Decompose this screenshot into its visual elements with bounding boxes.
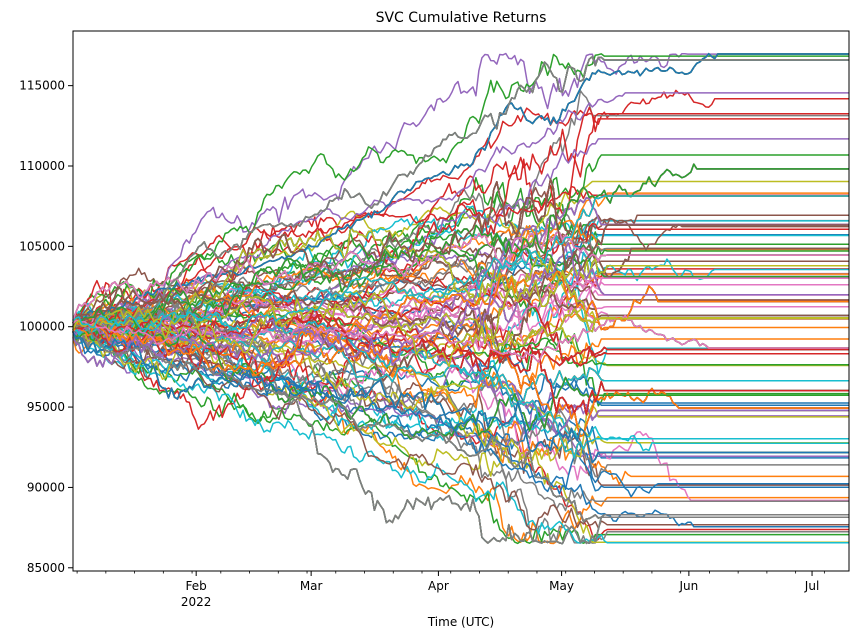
series-line <box>72 296 849 351</box>
series-line <box>72 53 849 341</box>
x-tick-sublabel: 2022 <box>181 595 212 609</box>
series-line <box>72 325 849 545</box>
series-line <box>72 287 849 336</box>
y-tick-label: 110000 <box>19 159 65 173</box>
series-line <box>72 320 849 425</box>
series-line <box>72 313 849 367</box>
series-line <box>72 92 849 334</box>
series-line <box>72 163 849 336</box>
series-line <box>72 322 849 458</box>
x-tick-label: Jun <box>678 579 698 593</box>
x-axis: Feb 2022 Mar Apr May Jun Jul <box>76 571 825 609</box>
series-line <box>72 266 849 333</box>
chart-title: SVC Cumulative Returns <box>376 10 547 26</box>
x-tick-label: Mar <box>300 579 323 593</box>
series-line <box>72 271 849 368</box>
series-line <box>72 323 849 478</box>
series-line <box>72 323 849 403</box>
y-axis: 85000 90000 95000 100000 105000 110000 115000 <box>19 79 73 575</box>
series-line <box>72 195 849 332</box>
y-tick-label: 105000 <box>19 239 65 253</box>
series-line <box>72 218 849 327</box>
y-tick-label: 85000 <box>27 561 65 575</box>
series-line <box>72 318 849 440</box>
series-line <box>72 277 849 343</box>
y-tick-label: 95000 <box>27 400 65 414</box>
series-line <box>72 89 849 330</box>
plot-frame <box>72 30 850 572</box>
series-line <box>72 330 849 452</box>
series-line <box>72 178 849 330</box>
series-line <box>72 270 849 377</box>
series-line <box>72 242 849 368</box>
series-line <box>72 55 849 332</box>
series-line <box>72 176 849 319</box>
series-line <box>72 232 849 339</box>
series-line <box>72 228 849 321</box>
series-line <box>72 331 849 464</box>
series-line <box>72 205 849 327</box>
x-tick-label: Feb <box>186 579 207 593</box>
y-tick-label: 90000 <box>27 480 65 494</box>
series-line <box>72 311 849 438</box>
y-tick-label: 100000 <box>19 320 65 334</box>
x-tick-label: Apr <box>428 579 449 593</box>
series-line <box>73 324 849 523</box>
x-axis-label: Time (UTC) <box>427 615 494 629</box>
series-layer <box>72 52 849 545</box>
series-line <box>72 106 849 324</box>
series-line <box>72 52 849 325</box>
series-line <box>72 292 849 367</box>
series-line <box>72 322 849 531</box>
x-tick-label: Jul <box>804 579 819 593</box>
series-line <box>72 333 849 493</box>
series-line <box>72 322 849 544</box>
x-tick-label: May <box>549 579 574 593</box>
y-tick-label: 115000 <box>19 79 65 93</box>
series-line <box>72 244 849 382</box>
